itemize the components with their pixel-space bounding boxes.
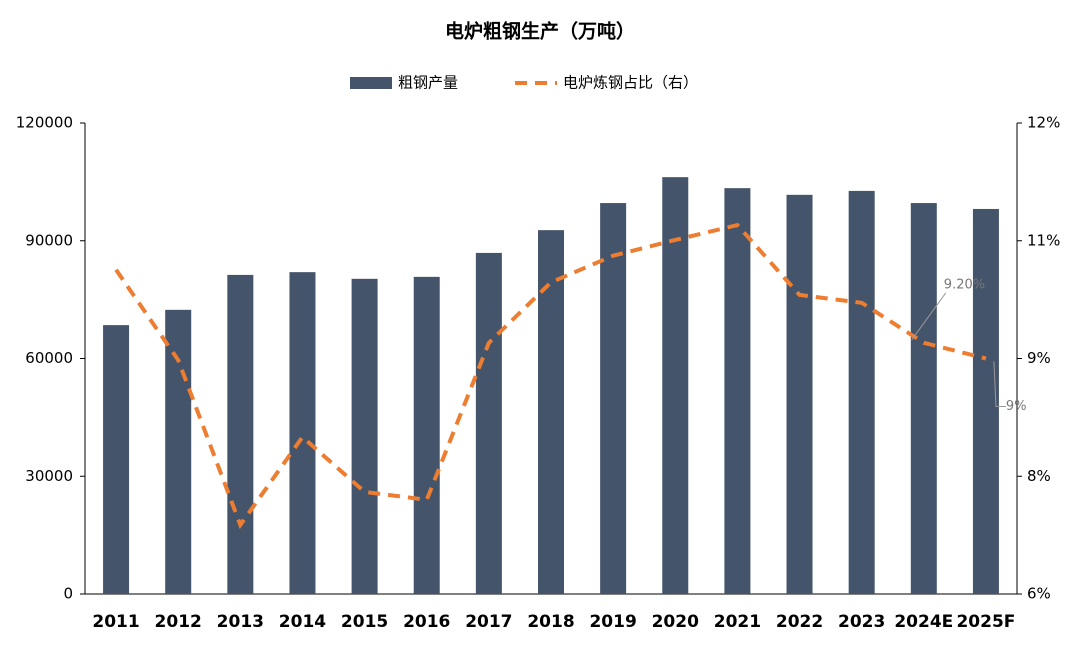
bar — [662, 177, 689, 595]
y2-tick-label: 6% — [1027, 585, 1051, 603]
data-label: 9% — [1006, 399, 1027, 414]
bar — [724, 188, 751, 594]
x-tick-label: 2018 — [527, 612, 574, 632]
bar — [351, 278, 378, 594]
y2-tick-label: 8% — [1027, 467, 1051, 485]
x-tick-label: 2025F — [956, 612, 1015, 632]
bar — [848, 190, 875, 594]
x-tick-label: 2015 — [341, 612, 388, 632]
x-tick-label: 2016 — [403, 612, 450, 632]
y2-tick-label: 9% — [1027, 349, 1051, 367]
y-tick-label: 0 — [63, 585, 73, 603]
bar — [786, 194, 813, 594]
legend-label: 粗钢产量 — [398, 74, 458, 92]
label-leader — [993, 361, 1006, 407]
x-tick-label: 2021 — [714, 612, 761, 632]
bar — [600, 203, 627, 594]
bar — [538, 230, 564, 594]
data-label: 9.20% — [944, 277, 985, 292]
x-tick-label: 2011 — [92, 612, 139, 632]
bar — [413, 276, 440, 594]
y-tick-label: 120000 — [16, 114, 73, 132]
x-tick-label: 2013 — [217, 612, 264, 632]
legend-label: 电炉炼钢占比（右） — [563, 74, 698, 92]
x-tick-label: 2014 — [279, 612, 326, 632]
bar — [972, 208, 999, 594]
x-tick-label: 2024E — [894, 612, 953, 632]
y-tick-label: 90000 — [25, 231, 73, 249]
label-leader — [911, 292, 947, 341]
y2-tick-label: 12% — [1027, 114, 1060, 132]
y-tick-label: 30000 — [25, 467, 73, 485]
x-tick-label: 2017 — [465, 612, 512, 632]
bar — [289, 272, 316, 594]
y2-tick-label: 11% — [1027, 231, 1060, 249]
bar — [910, 203, 937, 594]
x-tick-label: 2019 — [589, 612, 636, 632]
x-tick-label: 2012 — [155, 612, 202, 632]
x-tick-label: 2023 — [838, 612, 885, 632]
line — [114, 222, 987, 530]
chart-title: 电炉粗钢生产（万吨） — [445, 20, 635, 43]
x-tick-label: 2022 — [776, 612, 823, 632]
bar — [227, 274, 254, 594]
bar — [103, 325, 130, 594]
bar — [475, 252, 502, 595]
bar — [165, 309, 192, 594]
x-tick-label: 2020 — [652, 612, 699, 632]
legend-swatch — [350, 77, 392, 89]
y-tick-label: 60000 — [25, 349, 73, 367]
